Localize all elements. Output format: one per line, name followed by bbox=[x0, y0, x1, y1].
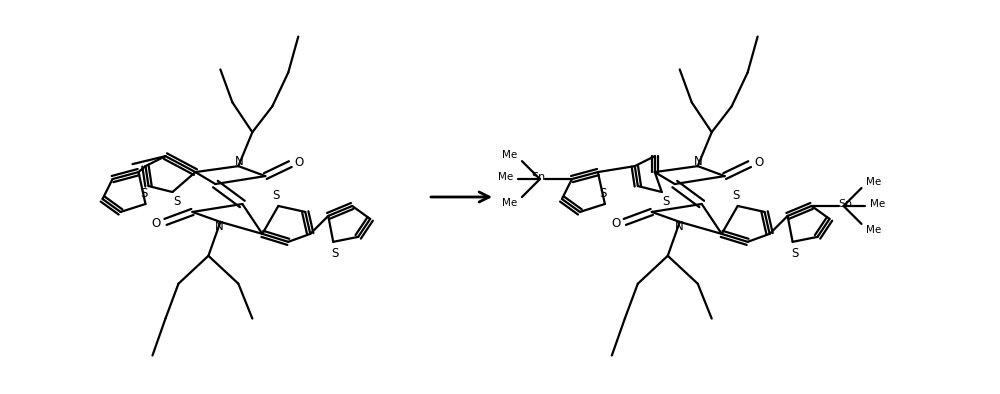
Text: S: S bbox=[173, 195, 180, 208]
Text: S: S bbox=[599, 186, 607, 199]
Text: Me: Me bbox=[866, 177, 881, 187]
Text: N: N bbox=[694, 154, 703, 167]
Text: N: N bbox=[674, 220, 683, 233]
Text: S: S bbox=[140, 186, 147, 199]
Text: Me: Me bbox=[498, 172, 514, 182]
Text: S: S bbox=[791, 247, 798, 260]
Text: Sn: Sn bbox=[838, 199, 853, 209]
Text: Me: Me bbox=[502, 150, 518, 160]
Text: O: O bbox=[152, 217, 161, 230]
Text: O: O bbox=[295, 156, 304, 169]
Text: O: O bbox=[611, 217, 620, 230]
Text: S: S bbox=[662, 195, 669, 208]
Text: S: S bbox=[332, 247, 339, 260]
Text: S: S bbox=[273, 188, 280, 201]
Text: N: N bbox=[215, 220, 224, 233]
Text: Me: Me bbox=[870, 199, 885, 209]
Text: S: S bbox=[732, 188, 739, 201]
Text: Sn: Sn bbox=[531, 172, 545, 182]
Text: Me: Me bbox=[502, 198, 518, 208]
Text: O: O bbox=[754, 156, 763, 169]
Text: N: N bbox=[235, 154, 244, 167]
Text: Me: Me bbox=[866, 225, 881, 235]
